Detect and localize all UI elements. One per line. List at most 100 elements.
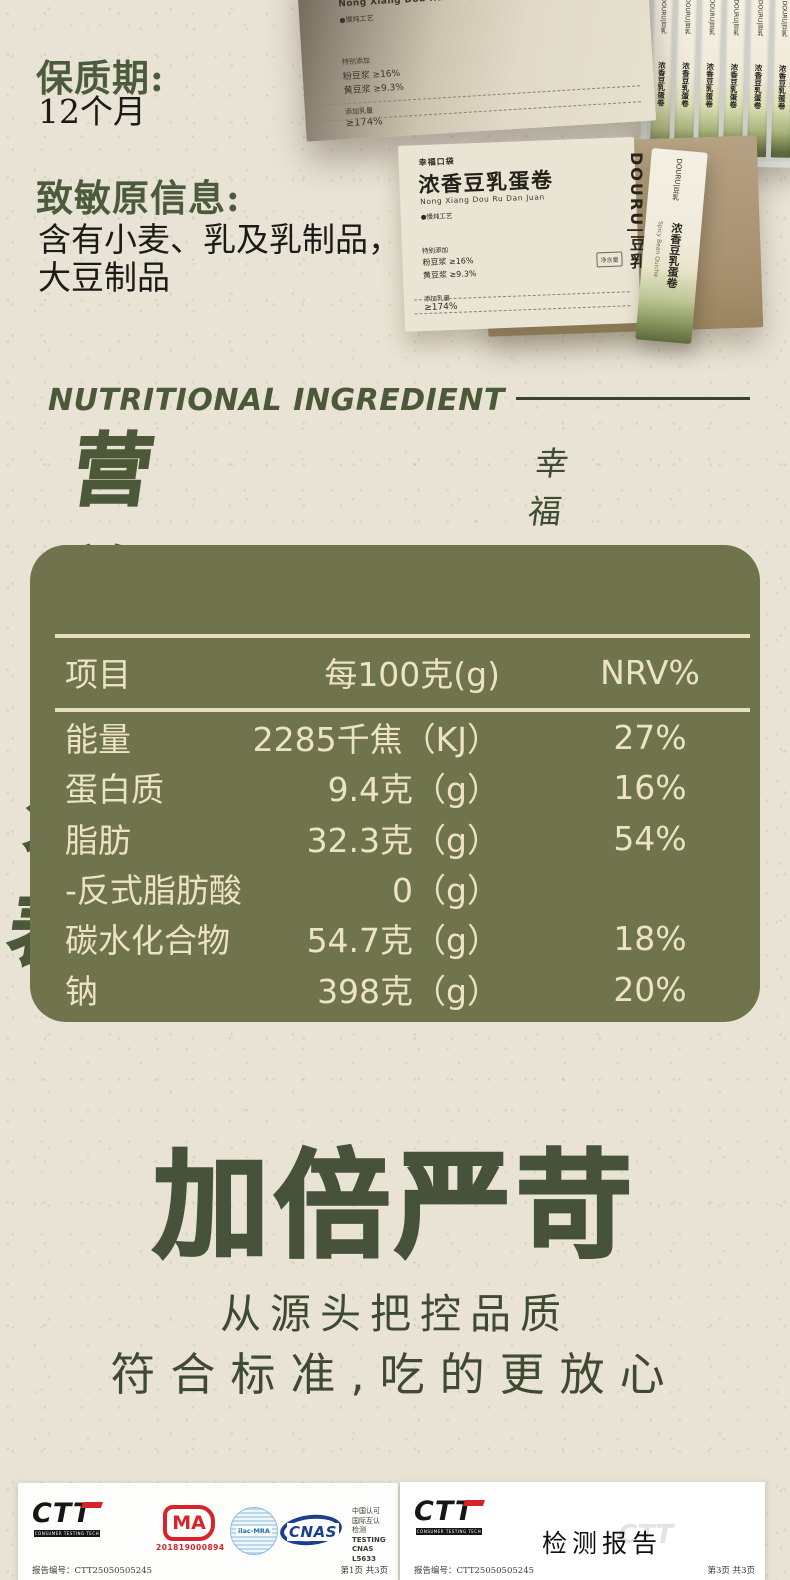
table-row: 蛋白质 9.4克（g） 16% xyxy=(30,762,760,812)
row-amount: 32.3克（g） xyxy=(306,821,500,860)
accreditation-text: 中国认可 国际互认 检测 TESTING CNAS L5633 xyxy=(352,1507,398,1564)
test-report-doc-right: CTT CONSUMER TESTING TECH CTT 检测报告 报告编号：… xyxy=(400,1482,765,1580)
cnas-logo: CNAS xyxy=(278,1511,346,1551)
stick-brand-label: DOURU|豆乳 xyxy=(707,0,716,36)
ctt-logo: CTT CONSUMER TESTING TECH xyxy=(32,1499,104,1539)
report-number: 报告编号：CTT25050505245 xyxy=(32,1566,153,1576)
stick-pack: DOURU|豆乳 浓香豆乳蛋卷 xyxy=(746,0,770,158)
row-amount: 0（g） xyxy=(392,871,500,910)
box-net-weight-stamp: 净含量 xyxy=(596,251,623,268)
stick-pack: DOURU|豆乳 浓香豆乳蛋卷 xyxy=(722,0,746,157)
report-title: 检测报告 xyxy=(542,1529,663,1558)
stick-name-label: 浓香豆乳蛋卷 xyxy=(656,61,667,107)
stick-name-en-label: Spicy Bean Quiche xyxy=(651,220,664,278)
header-nrv: NRV% xyxy=(600,652,700,692)
heading-divider-line xyxy=(516,397,750,400)
stick-brand-label: DOURU|豆乳 xyxy=(755,0,764,37)
test-report-doc-left: CTT CONSUMER TESTING TECH MA 20181900089… xyxy=(18,1483,398,1580)
nutrition-table-panel: 项目 每100克(g) NRV% 能量 2285千焦（KJ） 27% 蛋白质 9… xyxy=(30,545,760,1022)
row-nrv: 16% xyxy=(613,767,687,807)
row-nrv: 27% xyxy=(613,717,687,757)
stick-pack: DOURU|豆乳 浓香豆乳蛋卷 xyxy=(770,0,790,158)
header-item: 项目 xyxy=(65,655,131,694)
table-row: 碳水化合物 54.7克（g） 18% xyxy=(30,913,760,963)
box-add-line1: 粉豆浆 ≥16% xyxy=(422,256,474,268)
row-item: 蛋白质 xyxy=(65,770,164,809)
box-lid-photo: Nong Xiang Dou Ru Dan Juan ●慢炖工艺 特别添加 粉豆… xyxy=(296,0,657,142)
accred-line: 检测 xyxy=(352,1526,366,1534)
row-amount: 398克（g） xyxy=(317,972,500,1011)
accred-line: 国际互认 xyxy=(352,1516,380,1525)
cma-number: 201819000894 xyxy=(156,1543,225,1552)
header-per100: 每100克(g) xyxy=(324,655,500,694)
box-add-label: 特别添加 xyxy=(421,246,449,256)
product-photo-collage: DOURU|豆乳 浓香豆乳蛋卷 DOURU|豆乳 浓香豆乳蛋卷 DOURU|豆乳… xyxy=(0,0,790,345)
shelf-life-value: 12个月 xyxy=(38,92,146,131)
row-amount: 54.7克（g） xyxy=(306,921,500,960)
report-footer-row: 报告编号：CTT25050505245 第1页 共3页 xyxy=(32,1564,388,1576)
table-row: 能量 2285千焦（KJ） 27% xyxy=(30,712,760,762)
cma-badge: MA xyxy=(163,1505,215,1541)
report-page: 第1页 共3页 xyxy=(340,1566,388,1576)
lid-milk-label: 添加乳量 xyxy=(344,106,374,117)
ctt-logo-subtext: CONSUMER TESTING TECH xyxy=(34,1530,100,1537)
lid-subtitle-en: Nong Xiang Dou Ru Dan Juan xyxy=(338,0,495,9)
table-row: 钠 398克（g） 20% xyxy=(30,964,760,1014)
ctt-logo: CTT CONSUMER TESTING TECH xyxy=(414,1497,486,1537)
stick-brand-label: DOURU|豆乳 xyxy=(671,158,684,201)
row-item: 脂肪 xyxy=(65,821,131,860)
row-nrv: 18% xyxy=(613,918,687,958)
report-number: 报告编号：CTT25050505245 xyxy=(414,1566,535,1576)
row-item: -反式脂肪酸 xyxy=(65,871,242,910)
stick-name-label: 浓香豆乳蛋卷 xyxy=(728,63,739,109)
stick-brand-label: DOURU|豆乳 xyxy=(731,0,740,36)
ctt-watermark: CTT xyxy=(618,1520,674,1550)
box-front-photo: 幸福口袋 浓香豆乳蛋卷 Nong Xiang Dou Ru Dan Juan ●… xyxy=(398,136,641,332)
allergen-line2: 大豆制品 xyxy=(38,258,170,297)
strict-section-title: 加倍严苛 xyxy=(152,1138,637,1276)
ctt-logo-red-accent xyxy=(463,1500,485,1506)
lid-add-label: 特别添加 xyxy=(341,56,371,67)
accred-line: 中国认可 xyxy=(352,1507,380,1515)
stick-name-label: 浓香豆乳蛋卷 xyxy=(680,62,691,108)
row-nrv: 54% xyxy=(613,818,687,858)
table-row: -反式脂肪酸 0（g） xyxy=(30,863,760,913)
box-craft-label: ●慢炖工艺 xyxy=(420,211,453,222)
ilac-mra-logo: ilac-MRA xyxy=(230,1507,278,1555)
table-rule-header xyxy=(55,708,750,712)
lid-add-line2: 黄豆浆 ≥9.3% xyxy=(343,82,405,97)
stick-brand-label: DOURU|豆乳 xyxy=(683,0,692,35)
stick-pack: DOURU|豆乳 浓香豆乳蛋卷 xyxy=(698,0,722,156)
shelf-life-label: 保质期: xyxy=(36,56,165,100)
report-footer-row: 报告编号：CTT25050505245 第3页 共3页 xyxy=(414,1564,755,1576)
table-rule-top xyxy=(55,634,750,638)
box-brand-logo: 幸福口袋 xyxy=(418,156,455,168)
table-header-row: 项目 每100克(g) NRV% xyxy=(30,641,760,703)
accred-line: CNAS L5633 xyxy=(352,1545,376,1563)
stick-name-label: 浓香豆乳蛋卷 xyxy=(704,62,715,108)
row-amount: 2285千焦（KJ） xyxy=(252,720,500,759)
ctt-logo-subtext: CONSUMER TESTING TECH xyxy=(416,1528,482,1535)
row-nrv: 20% xyxy=(613,969,687,1009)
strict-section-line1: 从源头把控品质 xyxy=(220,1290,570,1338)
row-item: 能量 xyxy=(65,720,131,759)
stick-name-label: 浓香豆乳蛋卷 xyxy=(777,64,788,110)
box-add-line2: 黄豆浆 ≥9.3% xyxy=(422,269,477,281)
ctt-logo-red-accent xyxy=(81,1502,103,1508)
box-side-brand-label: DOURU|豆乳 xyxy=(627,152,646,272)
section-title-en: NUTRITIONAL INGREDIENT xyxy=(48,383,505,418)
lid-craft-label: ●慢炖工艺 xyxy=(339,14,374,25)
cnas-label: CNAS xyxy=(287,1523,339,1541)
report-page: 第3页 共3页 xyxy=(707,1566,755,1576)
row-item: 钠 xyxy=(65,972,98,1011)
table-row: 脂肪 32.3克（g） 54% xyxy=(30,813,760,863)
strict-section-line2: 符合标准,吃的更放心 xyxy=(110,1348,680,1401)
cma-logo: MA 201819000894 xyxy=(156,1505,225,1552)
stick-pack: DOURU|豆乳 浓香豆乳蛋卷 xyxy=(674,0,698,156)
stick-brand-label: DOURU|豆乳 xyxy=(659,0,668,34)
accred-line: TESTING xyxy=(352,1535,386,1544)
ilac-mra-label: ilac-MRA xyxy=(236,1526,272,1536)
stick-name-label: 浓香豆乳蛋卷 xyxy=(664,221,684,289)
allergen-label: 致敏原信息: xyxy=(36,176,241,220)
row-item: 碳水化合物 xyxy=(65,921,230,960)
